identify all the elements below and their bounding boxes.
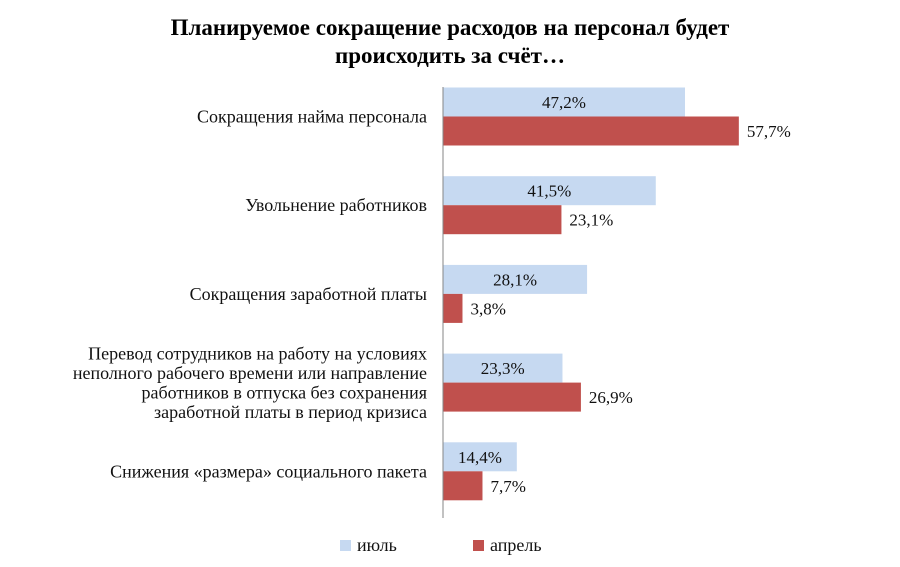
bar-апрель	[443, 205, 562, 235]
data-label: 57,7%	[747, 122, 791, 141]
bar-июль	[443, 176, 656, 206]
bar-апрель	[443, 471, 483, 501]
category-label-line: Снижения «размера» социального пакета	[110, 461, 427, 481]
category-label-line: неполного рабочего времени или направлен…	[73, 363, 427, 383]
category-label-line: Сокращения найма персонала	[197, 107, 427, 127]
data-label: 41,5%	[527, 182, 571, 201]
legend-swatch	[473, 540, 484, 551]
category-label: Сокращения найма персонала	[197, 107, 427, 127]
category-label: Снижения «размера» социального пакета	[110, 461, 427, 481]
data-label: 23,3%	[481, 359, 525, 378]
category-label-line: работников в отпуска без сохранения	[141, 382, 427, 402]
chart-title: Планируемое сокращение расходов на персо…	[50, 14, 850, 70]
category-label-line: заработной платы в период кризиса	[154, 402, 427, 422]
data-label: 7,7%	[490, 477, 525, 496]
legend-swatch	[340, 540, 351, 551]
data-label: 26,9%	[589, 388, 633, 407]
legend: июль апрель	[340, 535, 542, 555]
bar-июль	[443, 264, 588, 294]
category-label-line: Увольнение работников	[245, 195, 427, 215]
legend-label: апрель	[490, 535, 542, 555]
category-label-line: Сокращения заработной платы	[190, 284, 427, 304]
bar-июль	[443, 442, 517, 472]
category-label-line: Перевод сотрудников на работу на условия…	[88, 343, 427, 363]
category-labels: Сокращения найма персонала Увольнение раб…	[73, 107, 427, 482]
category-label: Перевод сотрудников на работу на условия…	[73, 343, 427, 422]
bar-апрель	[443, 382, 581, 412]
data-label: 3,8%	[470, 299, 505, 318]
data-label: 14,4%	[458, 448, 502, 467]
bar-апрель	[443, 116, 739, 146]
category-label: Сокращения заработной платы	[190, 284, 427, 304]
legend-label: июль	[357, 535, 397, 555]
bar-апрель	[443, 293, 463, 323]
data-label: 23,1%	[569, 211, 613, 230]
bars-layer: 47,2% 57,7% 41,5% 23,1% 28,1% 3,8% 23,3% 26,9% 1…	[443, 87, 791, 501]
data-label: 28,1%	[493, 270, 537, 289]
chart-title-line: Планируемое сокращение расходов на персо…	[170, 15, 730, 40]
data-label: 47,2%	[542, 93, 586, 112]
bar-июль	[443, 87, 685, 117]
category-label: Увольнение работников	[245, 195, 427, 215]
chart-title-line: происходить за счёт…	[335, 43, 565, 68]
bar-июль	[443, 353, 563, 383]
